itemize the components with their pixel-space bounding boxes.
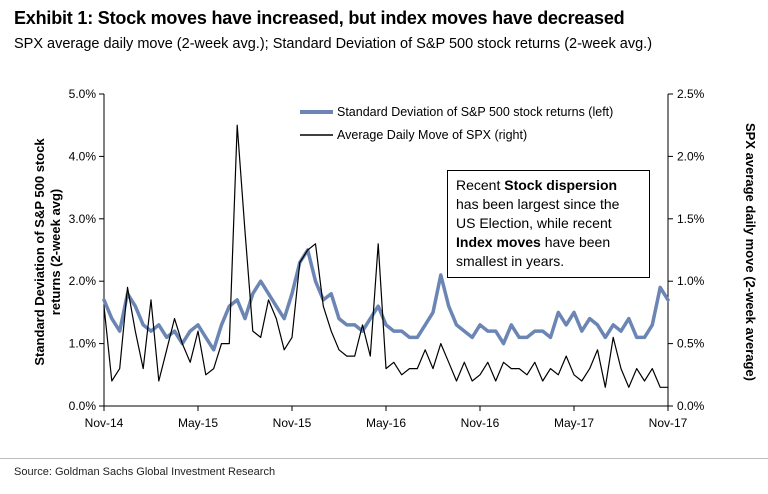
y-right-tick-label: 1.5%	[677, 212, 705, 226]
chart-legend: Standard Deviation of S&P 500 stock retu…	[300, 105, 613, 142]
legend-label-spx-move: Average Daily Move of SPX (right)	[337, 128, 527, 142]
callout-text-3: have been smallest in years.	[456, 234, 611, 269]
y-left-tick-label: 3.0%	[69, 212, 97, 226]
x-tick-label: Nov-14	[85, 416, 124, 430]
y-right-tick-label: 0.0%	[677, 399, 705, 413]
y-right-tick-label: 1.0%	[677, 274, 705, 288]
x-tick-label: Nov-17	[649, 416, 688, 430]
y-right-tick-label: 2.0%	[677, 149, 705, 163]
series-lines	[102, 124, 670, 388]
y-left-tick-label: 5.0%	[69, 87, 97, 101]
callout-bold-1: Stock dispersion	[504, 177, 618, 193]
y-axis-left-title-2: returns (2-week avg)	[48, 189, 63, 315]
callout-text-2: has been largest since the US Election, …	[456, 196, 620, 231]
y-left-tick-label: 2.0%	[69, 274, 97, 288]
y-left-tick-label: 1.0%	[69, 337, 97, 351]
page-title: Exhibit 1: Stock moves have increased, b…	[14, 8, 625, 28]
y-axis-right-title: SPX average daily move (2-week average)	[743, 123, 758, 381]
x-tick-label: Nov-16	[461, 416, 500, 430]
x-tick-label: Nov-15	[273, 416, 312, 430]
y-axis-left-ticks: 0.0% 1.0% 2.0% 3.0% 4.0% 5.0%	[69, 87, 104, 413]
y-right-tick-label: 0.5%	[677, 337, 705, 351]
series-line-spx-move	[103, 124, 669, 388]
series-line-std-dev	[102, 248, 670, 352]
callout-text-1: Recent	[456, 177, 505, 193]
footer-divider	[0, 458, 768, 459]
callout-box: Recent Stock dispersion has been largest…	[447, 170, 650, 278]
y-axis-right-ticks: 0.0% 0.5% 1.0% 1.5% 2.0% 2.5%	[668, 87, 705, 413]
x-axis-ticks: Nov-14 May-15 Nov-15 May-16 Nov-16 May-17 Nov-…	[85, 406, 688, 430]
x-tick-label: May-15	[178, 416, 218, 430]
y-left-tick-label: 0.0%	[69, 399, 97, 413]
page-subtitle: SPX average daily move (2-week avg.); St…	[14, 36, 653, 52]
callout-bold-2: Index moves	[456, 234, 541, 250]
y-left-tick-label: 4.0%	[69, 149, 97, 163]
y-axis-left-title: Standard Deviation of S&P 500 stock	[32, 138, 47, 366]
source-note: Source: Goldman Sachs Global Investment …	[14, 466, 276, 478]
x-tick-label: May-16	[366, 416, 406, 430]
y-right-tick-label: 2.5%	[677, 87, 705, 101]
legend-label-std-dev: Standard Deviation of S&P 500 stock retu…	[337, 105, 613, 119]
x-tick-label: May-17	[554, 416, 594, 430]
